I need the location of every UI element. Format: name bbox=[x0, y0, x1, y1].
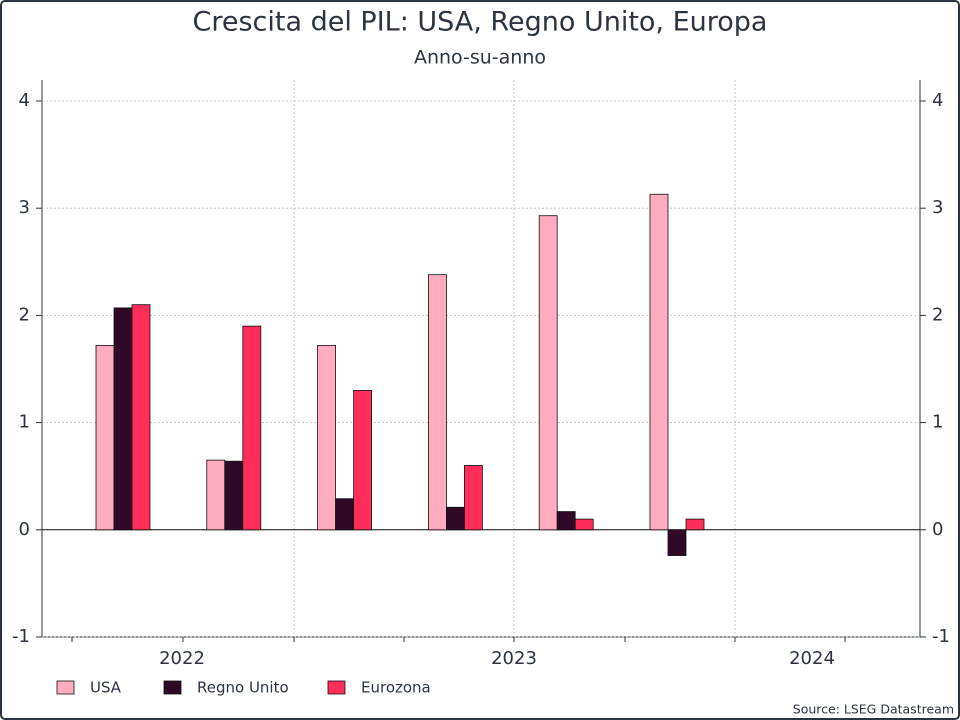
bar bbox=[538, 215, 558, 531]
bar bbox=[224, 460, 244, 531]
y-tick-label: -1 bbox=[12, 626, 30, 647]
y2-tick-label: 0 bbox=[932, 519, 943, 540]
bar bbox=[574, 518, 594, 531]
y-tick-label: 2 bbox=[19, 304, 30, 325]
chart-title: Crescita del PIL: USA, Regno Unito, Euro… bbox=[193, 7, 768, 38]
y2-tick-label: 2 bbox=[932, 304, 943, 325]
x-tick-label: 2023 bbox=[491, 648, 537, 669]
y2-tick-label: 3 bbox=[932, 197, 943, 218]
bar bbox=[95, 345, 115, 531]
y2-tick-label: -1 bbox=[932, 626, 950, 647]
bar bbox=[427, 274, 447, 531]
x-tick-label: 2024 bbox=[789, 648, 835, 669]
legend-label: Regno Unito bbox=[197, 679, 289, 697]
y-tick-label: 4 bbox=[19, 90, 30, 111]
chart-subtitle: Anno-su-anno bbox=[414, 47, 546, 69]
bar bbox=[335, 498, 355, 531]
bar bbox=[317, 345, 337, 531]
bar bbox=[353, 390, 373, 531]
y-tick-label: 3 bbox=[19, 197, 30, 218]
bar bbox=[667, 529, 687, 556]
y2-tick-label: 4 bbox=[932, 90, 943, 111]
x-tick-label: 2022 bbox=[159, 648, 205, 669]
legend-label: Eurozona bbox=[361, 679, 431, 697]
bar bbox=[242, 325, 262, 531]
bar bbox=[649, 193, 669, 531]
legend-swatch bbox=[163, 680, 182, 695]
y-tick-label: 0 bbox=[19, 519, 30, 540]
legend-swatch bbox=[56, 680, 75, 695]
source-note: Source: LSEG Datastream bbox=[793, 702, 954, 717]
bar bbox=[556, 511, 576, 531]
bar bbox=[685, 518, 705, 531]
bar bbox=[206, 459, 226, 531]
legend-label: USA bbox=[90, 679, 122, 697]
y2-tick-label: 1 bbox=[932, 412, 943, 433]
bar bbox=[131, 304, 151, 531]
legend-swatch bbox=[327, 680, 346, 695]
y-tick-label: 1 bbox=[19, 412, 30, 433]
bar bbox=[113, 307, 133, 531]
bar bbox=[463, 465, 483, 531]
bar bbox=[445, 506, 465, 531]
